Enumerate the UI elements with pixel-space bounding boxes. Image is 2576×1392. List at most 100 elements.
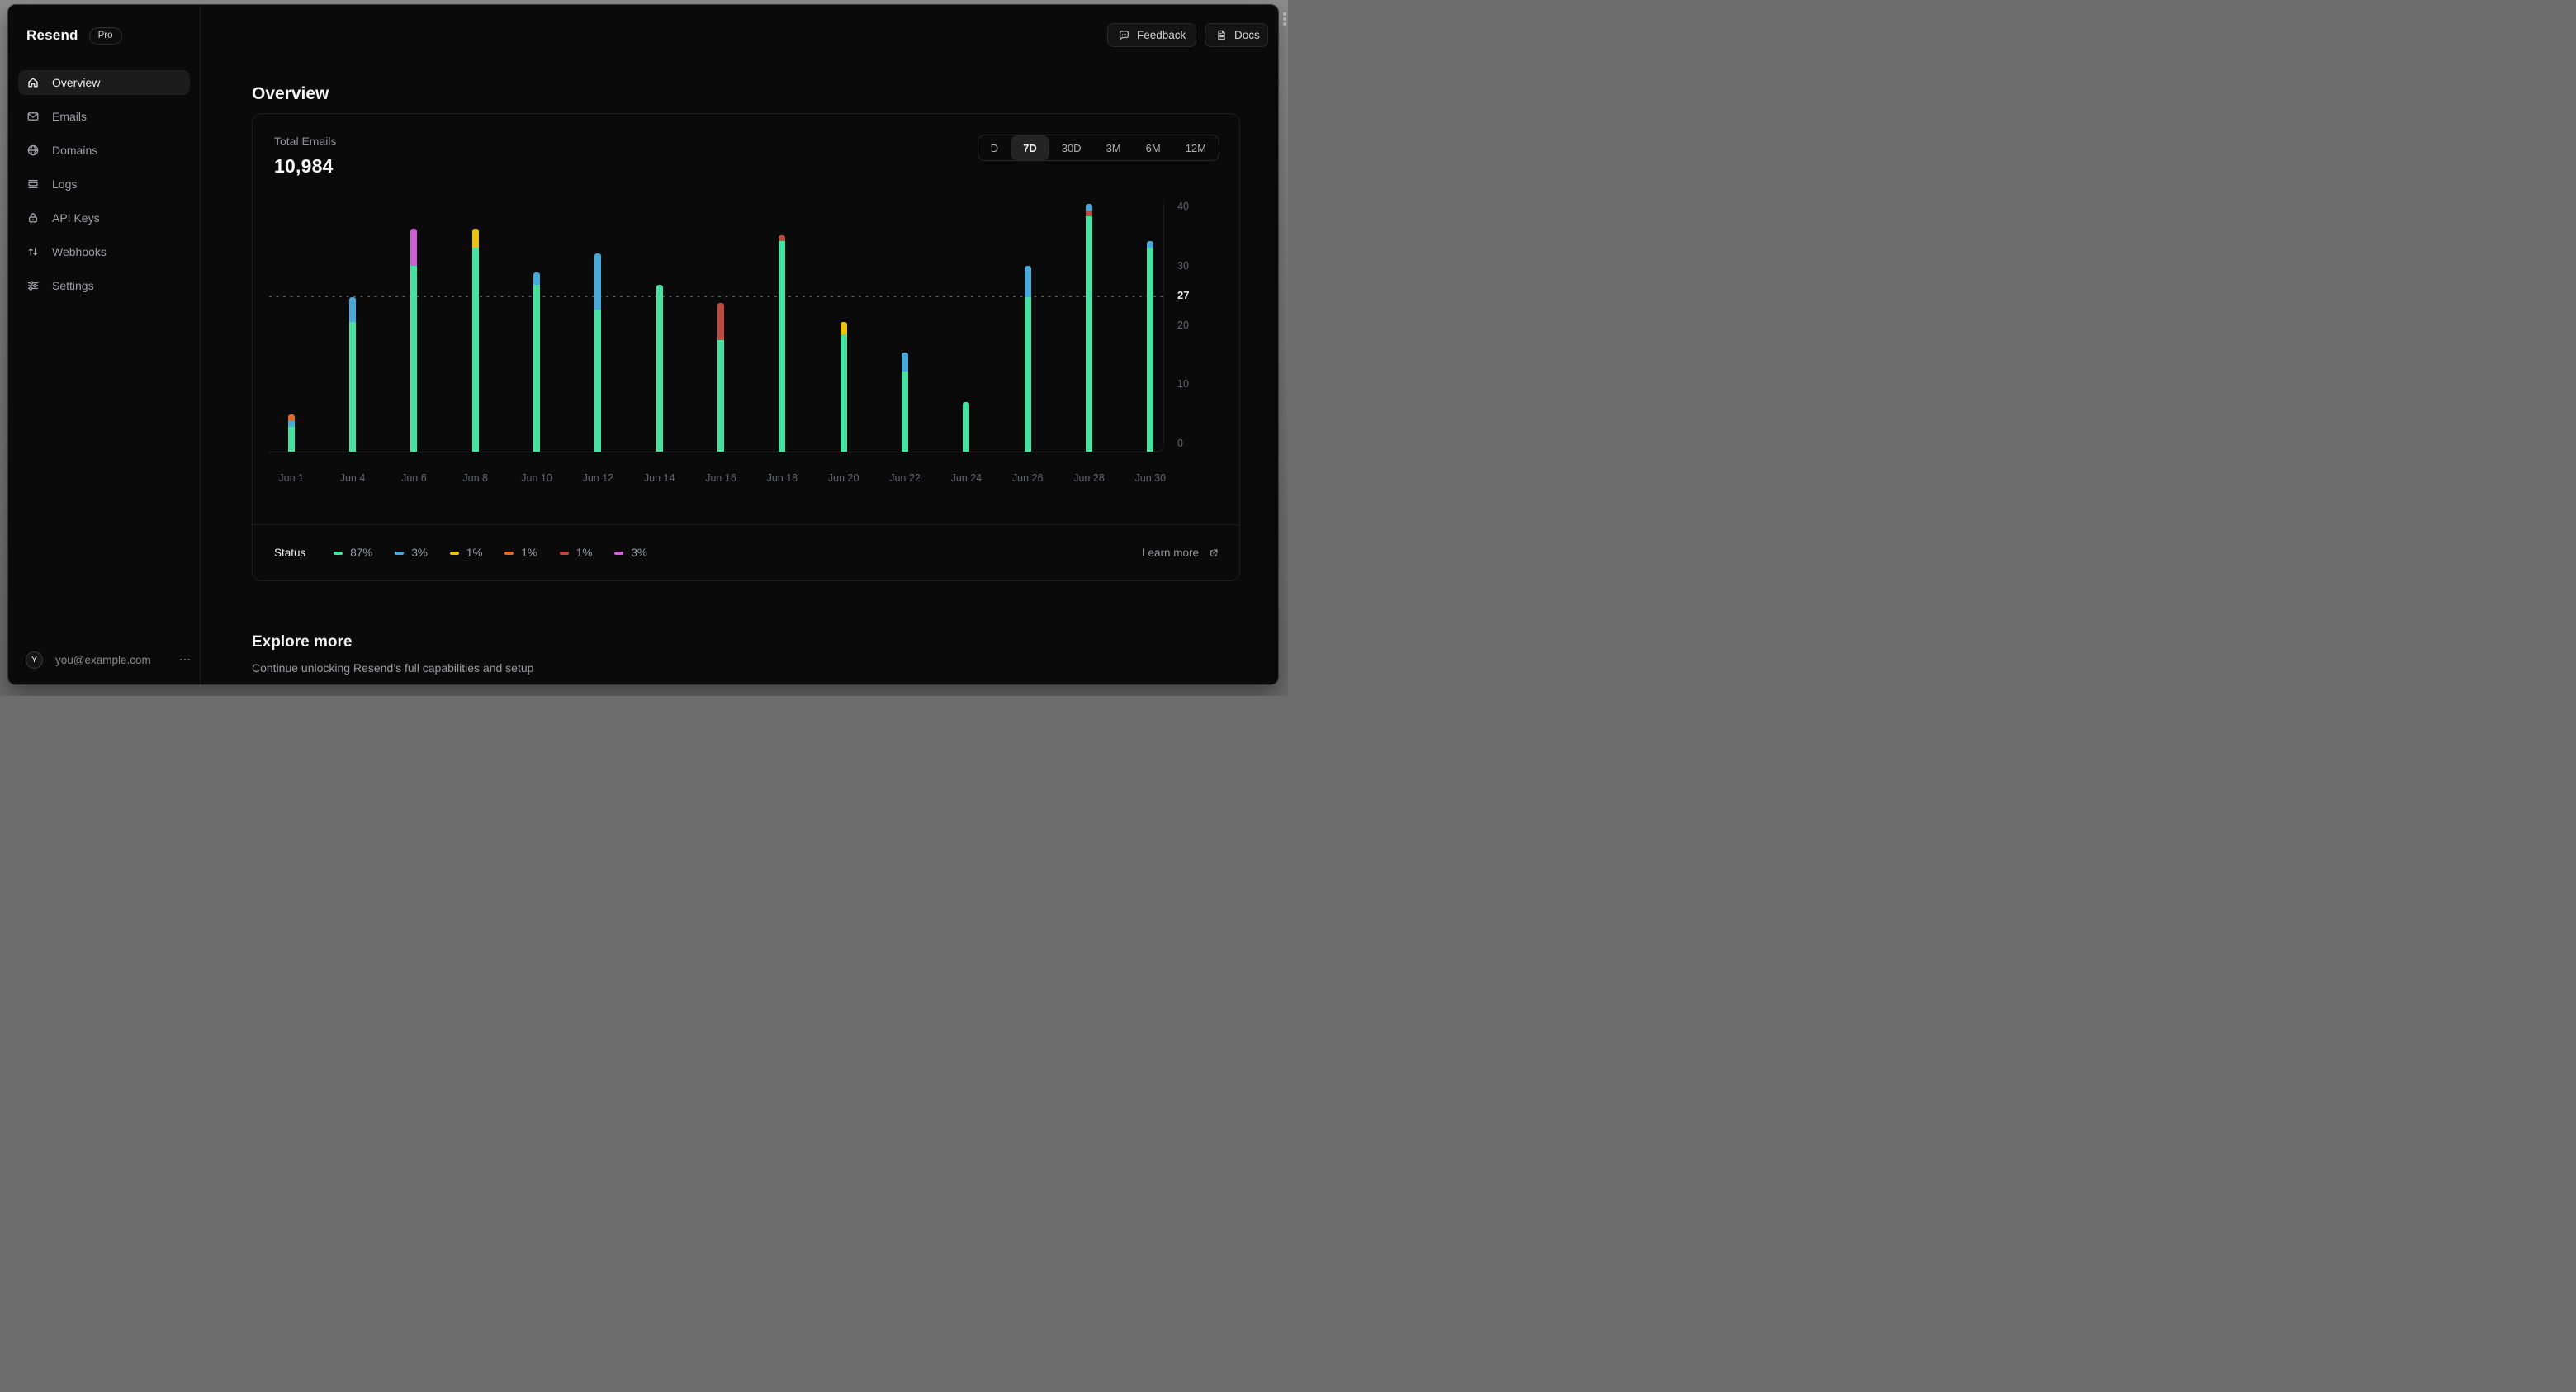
bar-jun-4[interactable] [349, 296, 357, 452]
vertical-drag-dots-icon [1281, 12, 1288, 26]
globe-icon [26, 144, 40, 157]
x-axis-label: Jun 16 [705, 472, 736, 484]
bar-segment-green [287, 427, 295, 452]
sidebar-item-label: Webhooks [52, 245, 107, 258]
x-axis-label: Jun 14 [643, 472, 675, 484]
legend-swatch [504, 551, 514, 555]
bar-segment-green [533, 284, 541, 452]
legend-item: 1% [559, 547, 593, 559]
legend-percent: 1% [521, 547, 537, 559]
bar-jun-24[interactable] [963, 402, 970, 452]
bar-jun-26[interactable] [1024, 266, 1031, 452]
range-tab-12m[interactable]: 12M [1185, 141, 1206, 154]
bar-jun-8[interactable] [471, 229, 479, 452]
bar-jun-22[interactable] [902, 353, 908, 452]
legend-item: 1% [449, 547, 483, 559]
bar-jun-12[interactable] [594, 253, 602, 452]
bar-jun-28[interactable] [1085, 204, 1092, 452]
bar-jun-6[interactable] [410, 229, 418, 452]
range-tab-7d[interactable]: 7D [1011, 135, 1049, 160]
sidebar-item-emails[interactable]: Emails [18, 104, 190, 129]
legend-swatch [334, 551, 343, 555]
range-tab-3m[interactable]: 3M [1106, 141, 1121, 154]
logs-icon [26, 178, 40, 191]
brand-logo: Resend [26, 27, 78, 43]
bar-segment-yellow [840, 321, 847, 334]
sidebar-item-label: API Keys [52, 211, 100, 225]
legend-item: 87% [334, 547, 372, 559]
bar-jun-20[interactable] [840, 321, 847, 452]
reference-value-label: 27 [1177, 289, 1190, 301]
feedback-bubble-icon [1118, 29, 1130, 41]
avatar[interactable]: Y [26, 651, 43, 669]
app-window: Resend Pro Overview Emails Domains Logs API … [7, 4, 1279, 685]
explore-more-subtitle: Continue unlocking Resend’s full capabil… [252, 661, 534, 675]
y-axis-tick: 30 [1177, 259, 1189, 272]
metric-value: 10,984 [274, 155, 334, 177]
x-axis-label: Jun 22 [889, 472, 921, 484]
sidebar-item-overview[interactable]: Overview [18, 70, 190, 95]
range-tab-d[interactable]: D [990, 141, 999, 154]
bar-jun-18[interactable] [779, 234, 786, 452]
sidebar-item-label: Domains [52, 144, 98, 157]
y-axis-tick: 40 [1177, 201, 1189, 212]
ellipsis-icon[interactable] [178, 653, 192, 666]
chart-plot-area [269, 200, 1164, 452]
bar-jun-1[interactable] [287, 414, 295, 452]
card-header: Total Emails 10,984 D 7D 30D 3M 6M 12M [253, 114, 1239, 178]
sidebar-item-label: Emails [52, 110, 88, 123]
legend-item: 3% [395, 547, 428, 559]
range-tab-30d[interactable]: 30D [1061, 141, 1082, 154]
feedback-button[interactable]: Feedback [1107, 23, 1196, 47]
account-row[interactable]: Y you@example.com [8, 648, 200, 671]
bar-segment-yellow [471, 229, 479, 248]
bar-segment-blue [1147, 241, 1154, 248]
sidebar-nav: Overview Emails Domains Logs API Keys Webhook… [18, 70, 190, 307]
legend-item: 3% [614, 547, 647, 559]
bar-segment-blue [287, 420, 295, 427]
status-legend: 87% 3% 1% 1% 1% 3% [334, 547, 647, 559]
sidebar-item-api-keys[interactable]: API Keys [18, 206, 190, 230]
bar-segment-green [656, 284, 663, 452]
home-icon [26, 76, 40, 89]
metric-label: Total Emails [274, 135, 337, 148]
bar-segment-green [1085, 216, 1092, 452]
range-tab-6m[interactable]: 6M [1145, 141, 1161, 154]
y-axis: 0 10 20 30 40 27 [1177, 114, 1227, 580]
legend-percent: 1% [575, 547, 593, 559]
document-icon [1215, 29, 1228, 41]
x-axis-label: Jun 28 [1073, 472, 1105, 484]
account-email: you@example.com [55, 653, 151, 666]
bar-segment-red [779, 234, 786, 241]
sidebar-item-domains[interactable]: Domains [18, 138, 190, 163]
metric: Total Emails 10,984 [274, 135, 336, 178]
bar-jun-10[interactable] [533, 272, 541, 452]
bar-jun-16[interactable] [717, 303, 724, 452]
bar-segment-green [410, 266, 418, 452]
legend-title: Status [274, 547, 306, 559]
legend-percent: 1% [466, 547, 483, 559]
bar-jun-14[interactable] [656, 284, 663, 452]
x-axis-label: Jun 1 [278, 472, 304, 484]
bar-segment-green [471, 247, 479, 452]
total-emails-card: Total Emails 10,984 D 7D 30D 3M 6M 12M 0 10 20 3… [252, 113, 1240, 581]
card-footer: Status 87% 3% 1% 1% 1% 3% Learn more [253, 524, 1239, 580]
x-axis-label: Jun 24 [950, 472, 983, 484]
legend-swatch [614, 551, 624, 555]
sliders-icon [26, 279, 40, 292]
sidebar-item-webhooks[interactable]: Webhooks [18, 239, 190, 264]
learn-more-label: Learn more [1141, 547, 1199, 559]
legend-item: 1% [504, 547, 537, 559]
x-axis-label: Jun 18 [766, 472, 798, 484]
learn-more-link[interactable]: Learn more [1142, 547, 1219, 559]
sidebar-item-settings[interactable]: Settings [18, 273, 190, 298]
explore-more-title: Explore more [252, 632, 353, 651]
bar-segment-magenta [410, 229, 418, 266]
sidebar-item-label: Logs [52, 178, 78, 191]
sidebar-item-label: Overview [52, 76, 101, 89]
sidebar-item-logs[interactable]: Logs [18, 172, 190, 196]
docs-button[interactable]: Docs [1205, 23, 1268, 47]
sidebar: Resend Pro Overview Emails Domains Logs API … [8, 5, 201, 684]
legend-swatch [449, 551, 459, 555]
bar-jun-30[interactable] [1147, 241, 1154, 452]
